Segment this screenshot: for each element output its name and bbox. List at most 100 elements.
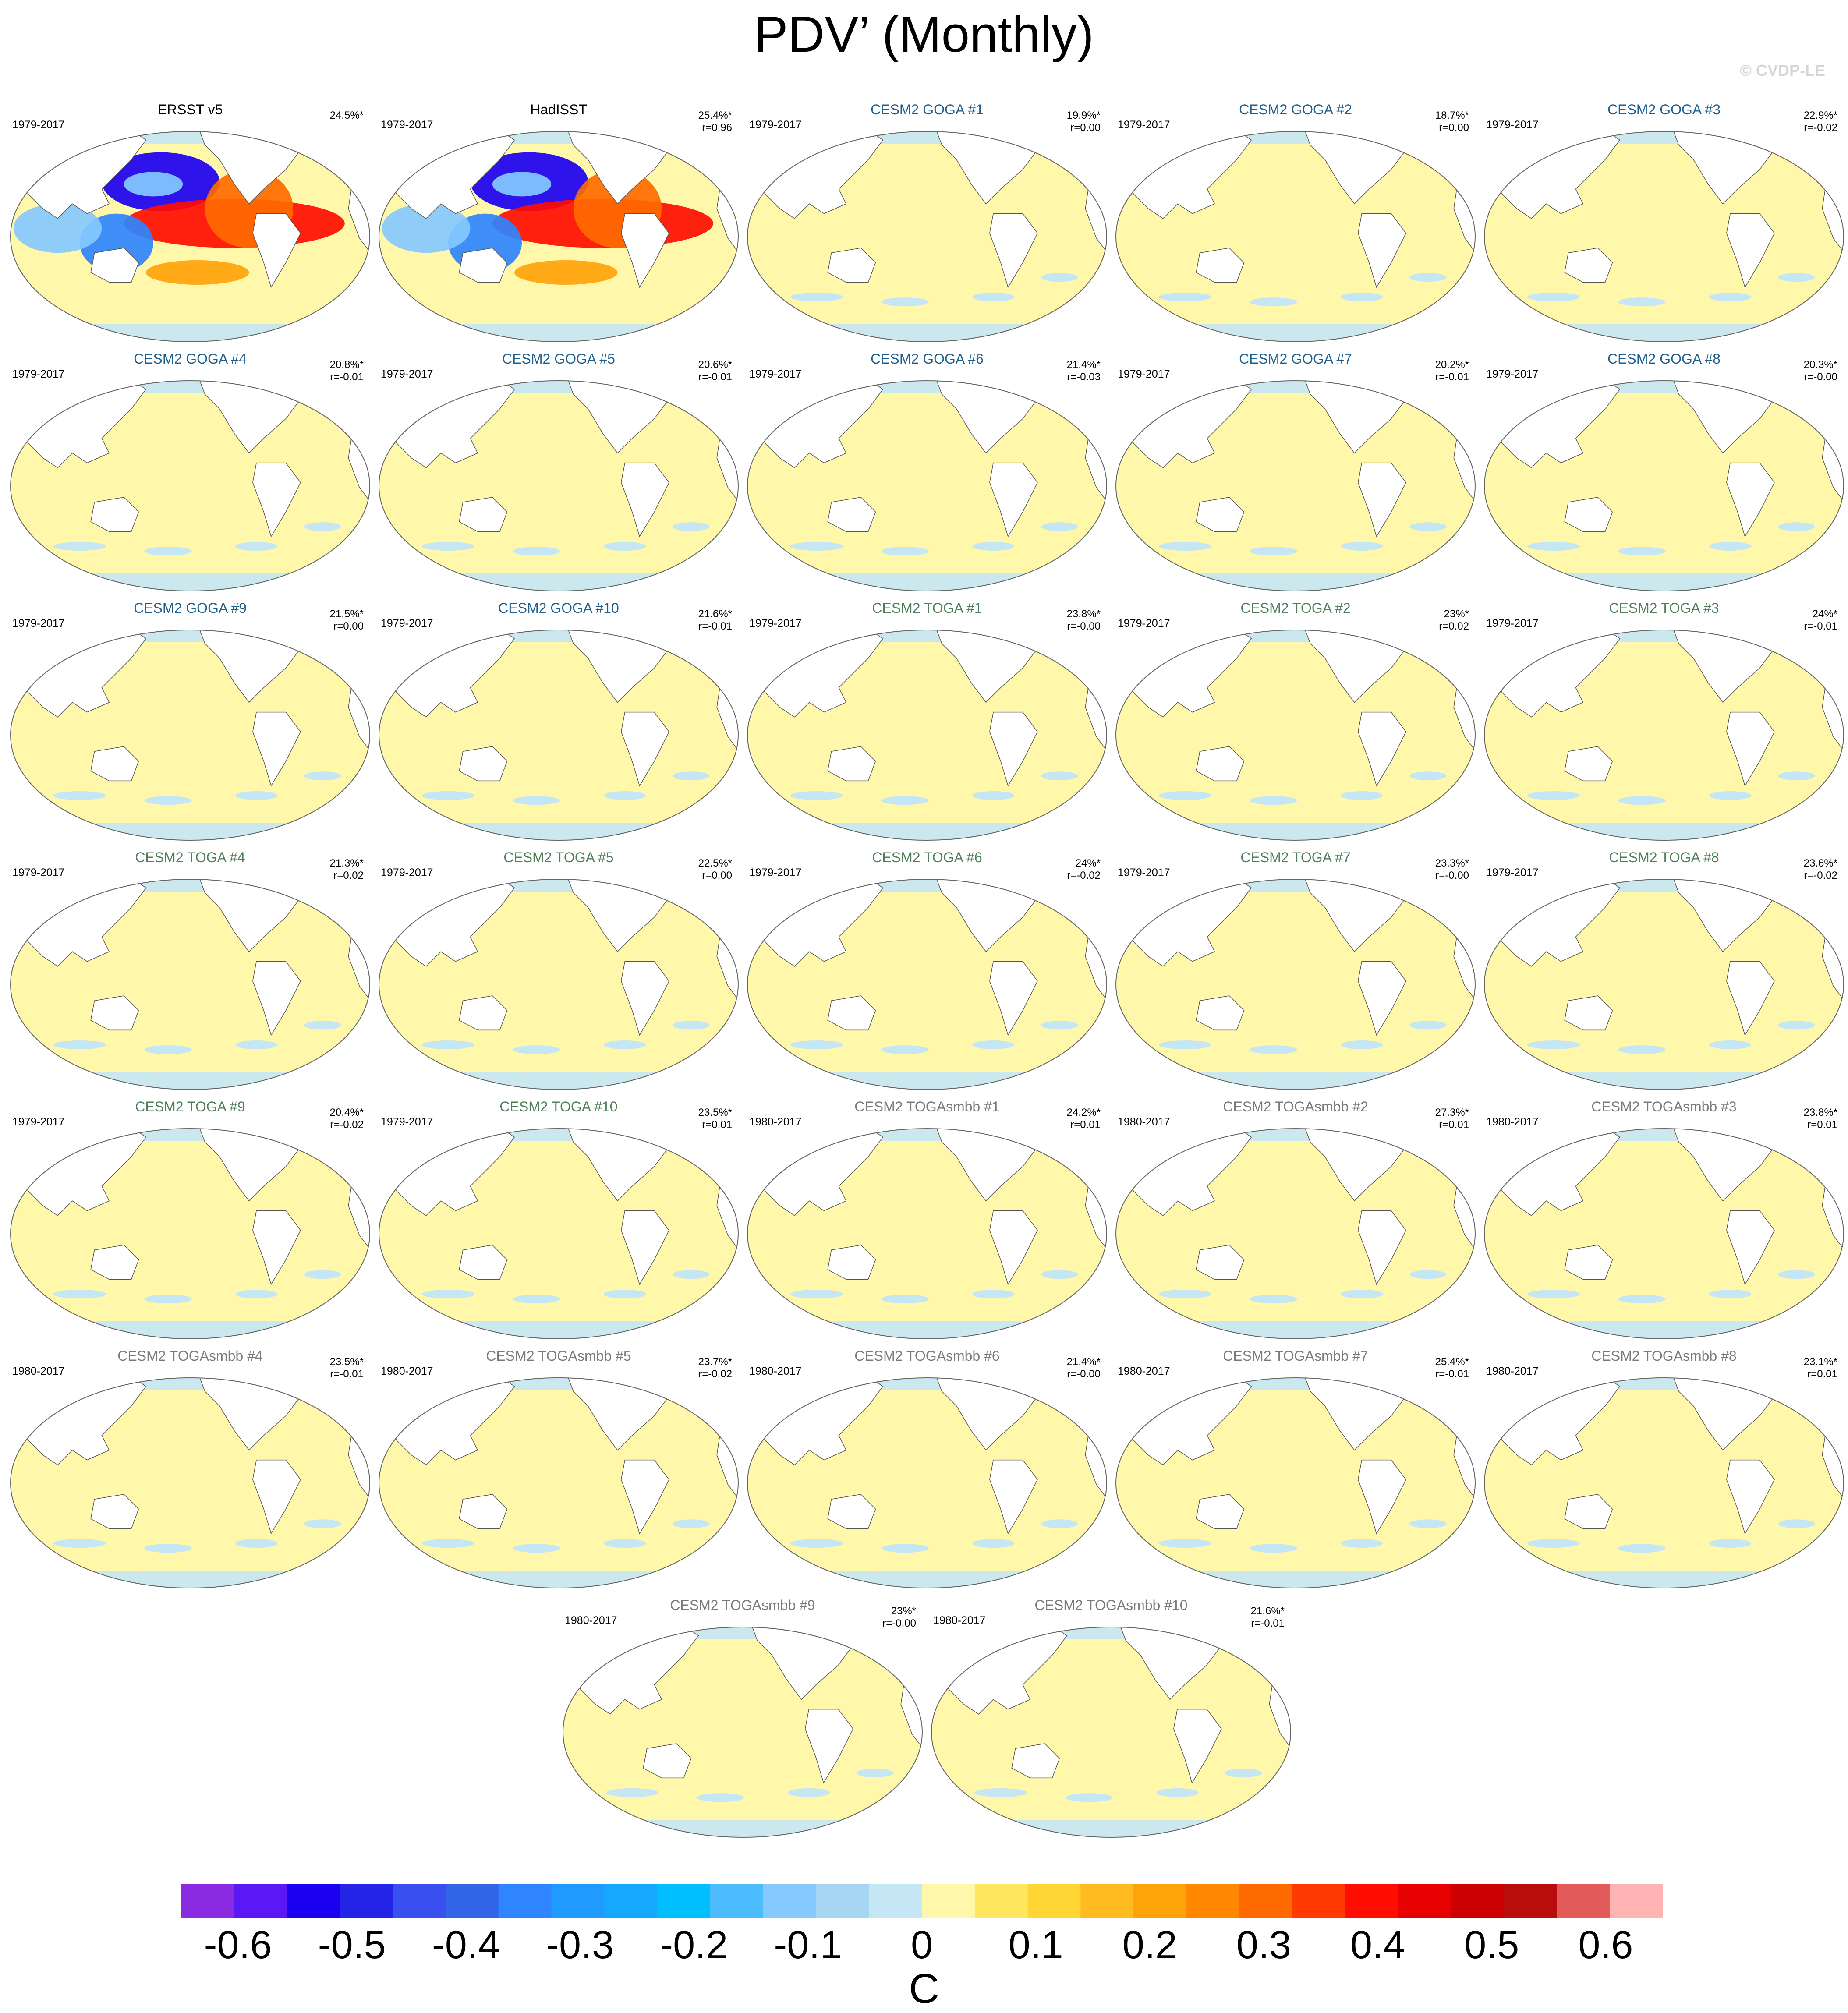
map-panel-plot [1115, 879, 1476, 1090]
sea-ice-band [563, 1627, 922, 1639]
panel-title: CESM2 GOGA #9 [134, 600, 247, 616]
colorbar-swatch [1186, 1884, 1240, 1918]
map-panel: CESM2 GOGA #6 1979-2017 21.4%* r=-0.03 [743, 350, 1111, 595]
map-outline [1115, 380, 1476, 591]
map-panel: ERSST v5 1979-2017 24.5%* [6, 101, 374, 346]
anomaly-region [513, 1045, 560, 1054]
continent-australia [90, 1494, 139, 1529]
panel-years: 1979-2017 [12, 119, 65, 131]
panel-years: 1979-2017 [381, 1116, 433, 1128]
map-outline [747, 380, 1107, 591]
continent-samerica [621, 462, 669, 538]
anomaly-region [1159, 1040, 1211, 1049]
anomaly-region [790, 293, 843, 301]
map-panel-plot [1484, 380, 1844, 591]
anomaly-region [1618, 796, 1666, 805]
map-outline [379, 1128, 739, 1339]
continent-samerica [1173, 1709, 1222, 1784]
panel-pattern-corr: r=-0.02 [1804, 870, 1837, 881]
continent-samerica [1726, 462, 1775, 538]
anomaly-region [422, 1539, 474, 1548]
anomaly-region [513, 1544, 560, 1553]
panel-years: 1980-2017 [1486, 1365, 1539, 1377]
map-outline [10, 1377, 370, 1588]
continent-samerica [621, 1210, 669, 1285]
anomaly-region [881, 1295, 929, 1304]
panel-years: 1979-2017 [1486, 119, 1539, 131]
sea-ice-band [11, 630, 370, 642]
anomaly-region [972, 791, 1015, 800]
map-panel-plot [747, 630, 1107, 841]
panel-variance-pct: 27.3%* [1435, 1107, 1469, 1118]
map-panel: CESM2 TOGAsmbb #7 1980-2017 25.4%* r=-0.01 [1112, 1347, 1480, 1592]
panel-title: CESM2 TOGA #8 [1609, 849, 1719, 865]
continent-samerica [621, 213, 669, 288]
map-panel: CESM2 TOGA #2 1979-2017 23%* r=0.02 [1112, 599, 1480, 845]
colorbar-swatch [1080, 1884, 1134, 1918]
watermark-cvdp-le: © CVDP-LE [1740, 61, 1825, 79]
map-panel-plot [747, 1377, 1107, 1588]
continent-australia [90, 995, 139, 1031]
sea-ice-band [379, 1571, 738, 1588]
map-outline [1484, 630, 1844, 841]
sea-ice-band [379, 1321, 738, 1339]
sea-ice-band [563, 1820, 922, 1837]
sea-ice-band [1116, 573, 1475, 591]
sea-ice-band [1484, 823, 1844, 840]
panel-variance-pct: 23.8%* [1803, 1107, 1837, 1118]
anomaly-region [1409, 1519, 1447, 1528]
panel-title: CESM2 TOGA #10 [499, 1099, 618, 1114]
continent-samerica [252, 1459, 301, 1535]
sea-ice-band [747, 1129, 1107, 1141]
sea-ice-band [747, 573, 1107, 591]
panel-title: CESM2 TOGAsmbb #5 [486, 1348, 631, 1364]
map-panel: CESM2 TOGAsmbb #8 1980-2017 23.1%* r=0.01 [1480, 1347, 1848, 1592]
panel-title: HadISST [530, 102, 587, 117]
anomaly-region [1778, 522, 1815, 531]
anomaly-region [1527, 1290, 1580, 1298]
continent-australia [1564, 497, 1613, 532]
anomaly-region [1341, 542, 1383, 551]
anomaly-region [1409, 1270, 1447, 1279]
continent-australia [827, 1494, 876, 1529]
map-outline [1115, 630, 1476, 841]
colorbar-tick-label: 0 [911, 1923, 933, 1967]
colorbar-tick-label: -0.2 [660, 1923, 728, 1967]
continent-samerica [621, 961, 669, 1036]
panel-variance-pct: 24.5%* [329, 110, 364, 121]
anomaly-region [790, 791, 843, 800]
sea-ice-band [11, 324, 370, 342]
sea-ice-band [1484, 1571, 1844, 1588]
panel-pattern-corr: r=-0.02 [1067, 870, 1101, 881]
anomaly-region [513, 796, 560, 805]
colorbar-swatch [393, 1884, 446, 1918]
continent-samerica [989, 1459, 1038, 1535]
continent-australia [90, 497, 139, 532]
anomaly-region [604, 791, 646, 800]
sea-ice-band [747, 1072, 1107, 1090]
map-panel: CESM2 TOGAsmbb #5 1980-2017 23.7%* r=-0.02 [375, 1347, 743, 1592]
map-panel-plot [747, 1128, 1107, 1339]
map-outline [379, 380, 739, 591]
panel-title: CESM2 TOGAsmbb #10 [1034, 1597, 1188, 1613]
continent-samerica [989, 462, 1038, 538]
anomaly-region [304, 1021, 341, 1030]
anomaly-region [144, 547, 192, 556]
anomaly-region [604, 1040, 646, 1049]
anomaly-region [1618, 297, 1666, 307]
anomaly-region [144, 1045, 192, 1054]
anomaly-region [1341, 293, 1383, 301]
panel-variance-pct: 19.9%* [1066, 110, 1101, 121]
panel-variance-pct: 21.5%* [329, 608, 364, 620]
map-panel-plot [931, 1627, 1291, 1838]
sea-ice-band [747, 131, 1107, 144]
colorbar-tick-label: 0.5 [1464, 1923, 1519, 1967]
continent-australia [1011, 1743, 1060, 1779]
panel-title: CESM2 GOGA #8 [1607, 351, 1721, 367]
map-panel-plot [379, 879, 739, 1090]
continent-samerica [621, 711, 669, 787]
continent-australia [459, 1494, 508, 1529]
map-panel-plot [379, 630, 739, 841]
anomaly-region [235, 791, 278, 800]
map-outline [1484, 131, 1844, 342]
